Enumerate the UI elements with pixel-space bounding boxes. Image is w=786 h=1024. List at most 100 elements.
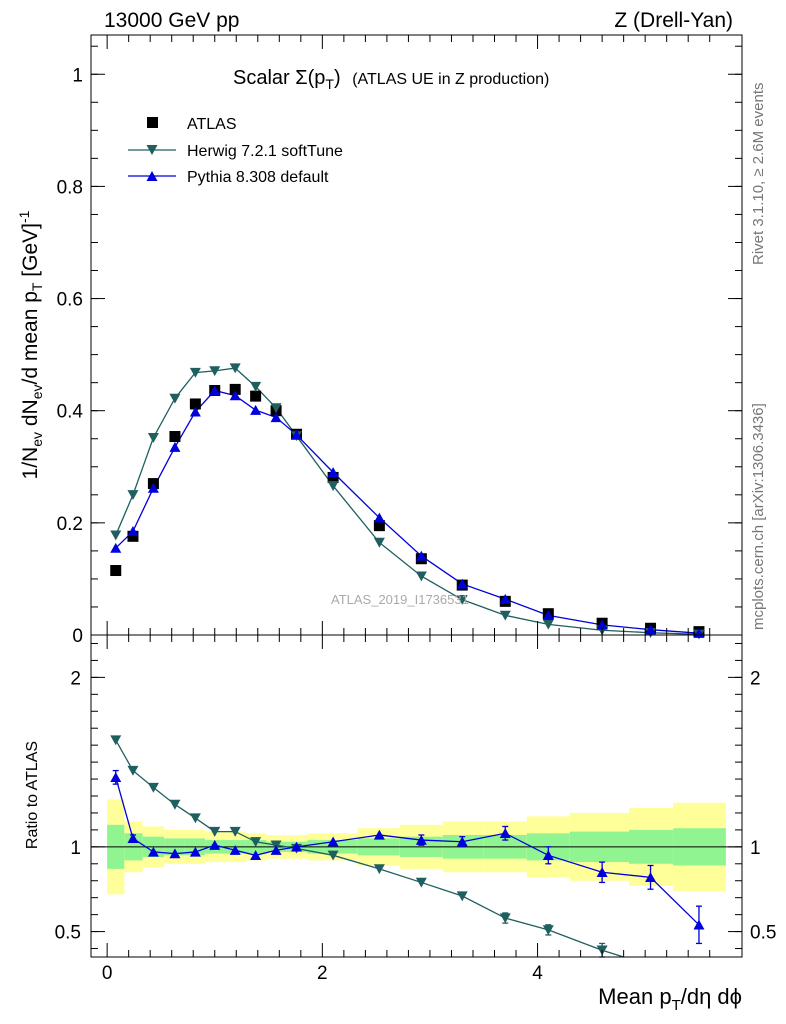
- ratio-point-pythia: [499, 828, 511, 838]
- data-point-herwig: [327, 481, 339, 492]
- ratio-point-pythia: [189, 846, 201, 857]
- data-point-pythia: [169, 441, 181, 452]
- legend: ATLAS Herwig 7.2.1 softTune Pythia 8.308…: [128, 116, 343, 186]
- data-point-pythia: [596, 619, 608, 630]
- ratio-point-pythia: [373, 829, 385, 840]
- ratio-point-pythia: [291, 841, 303, 852]
- data-point-atlas: [189, 398, 201, 410]
- main-y-tick-label: 0.6: [57, 290, 83, 311]
- data-point-pythia: [456, 578, 468, 589]
- data-point-pythia: [127, 526, 139, 536]
- ratio-point-herwig: [147, 782, 159, 793]
- ratio-point-herwig: [169, 799, 181, 810]
- x-axis-label: Mean pT/dη dϕ: [598, 984, 742, 1014]
- ratio-point-pythia: [327, 836, 339, 847]
- ratio-y-tick-label-right: 1: [750, 838, 761, 859]
- ratio-point-herwig: [456, 891, 468, 902]
- data-point-herwig: [229, 363, 241, 374]
- data-point-pythia: [291, 429, 303, 440]
- data-point-pythia: [250, 404, 262, 415]
- data-point-atlas: [127, 530, 139, 542]
- ratio-point-herwig: [250, 837, 262, 847]
- analysis-watermark: ATLAS_2019_I1736531: [331, 592, 469, 607]
- data-point-herwig: [499, 610, 511, 621]
- x-tick-label: 4: [532, 963, 543, 984]
- ratio-point-pythia: [229, 845, 241, 855]
- ratio-y-tick-label: 0.5: [55, 923, 81, 944]
- ratio-point-pythia: [209, 839, 221, 850]
- data-point-pythia: [270, 412, 282, 423]
- ratio-point-herwig: [373, 864, 385, 875]
- data-point-herwig: [110, 530, 122, 541]
- data-point-pythia: [499, 593, 511, 604]
- data-point-herwig: [147, 432, 159, 443]
- ratio-y-axis-label: Ratio to ATLAS: [24, 741, 41, 849]
- mcplots-reference-label: mcplots.cern.ch [arXiv:1306.3436]: [750, 403, 767, 630]
- data-point-pythia: [645, 624, 657, 635]
- ratio-y-tick-label-right: 0.5: [750, 923, 776, 944]
- main-y-tick-label: 0: [72, 626, 83, 647]
- ratio-point-pythia: [645, 872, 657, 883]
- data-point-herwig: [209, 366, 221, 377]
- data-point-atlas: [110, 565, 122, 577]
- legend-label-herwig: Herwig 7.2.1 softTune: [187, 143, 343, 160]
- data-point-herwig: [127, 490, 139, 501]
- ratio-point-pythia: [147, 846, 159, 857]
- data-point-atlas: [327, 471, 339, 483]
- ratio-y-tick-label: 2: [70, 668, 81, 689]
- data-point-atlas: [373, 520, 385, 532]
- ratio-point-herwig: [110, 735, 122, 746]
- ratio-y-tick-label-right: 2: [750, 668, 761, 689]
- legend-label-atlas: ATLAS: [187, 116, 237, 133]
- ratio-point-pythia: [415, 834, 427, 845]
- main-title: Scalar Σ(pT) (ATLAS UE in Z production): [233, 67, 549, 92]
- data-point-pythia: [189, 406, 201, 417]
- ratio-point-pythia: [110, 772, 122, 783]
- data-point-herwig: [456, 594, 468, 605]
- main-y-tick-label: 0.2: [57, 514, 83, 535]
- data-point-pythia: [209, 385, 221, 396]
- data-point-herwig: [373, 537, 385, 548]
- data-point-pythia: [373, 512, 385, 523]
- legend-entry-pythia: Pythia 8.308 default: [128, 169, 329, 186]
- data-point-herwig: [189, 367, 201, 378]
- main-axes: 0 0.2 0.4 0.6 0.8 1: [57, 35, 742, 647]
- data-point-pythia: [415, 550, 427, 561]
- x-tick-label: 0: [102, 963, 113, 984]
- ratio-marks: [110, 735, 705, 958]
- ratio-point-herwig: [499, 913, 511, 924]
- rivet-version-label: Rivet 3.1.10, ≥ 2.6M events: [750, 83, 767, 266]
- x-tick-label: 2: [317, 963, 328, 984]
- ratio-point-pythia: [456, 836, 468, 847]
- data-point-herwig: [542, 619, 554, 630]
- main-panel: 0 0.2 0.4 0.6 0.8 1 Scalar Σ(pT) (ATLAS UE in…: [16, 34, 743, 647]
- data-point-pythia: [147, 482, 159, 493]
- data-point-pythia: [110, 542, 122, 553]
- legend-entry-atlas: ATLAS: [147, 116, 237, 133]
- main-marks: [110, 363, 705, 640]
- ratio-point-herwig: [327, 850, 339, 861]
- data-point-pythia: [229, 390, 241, 401]
- main-y-tick-label: 0.8: [57, 177, 83, 198]
- ratio-point-pythia: [250, 850, 262, 860]
- data-point-herwig: [270, 403, 282, 414]
- legend-entry-herwig: Herwig 7.2.1 softTune: [128, 143, 343, 160]
- ratio-point-pythia: [169, 848, 181, 859]
- data-point-herwig: [169, 393, 181, 404]
- data-point-pythia: [327, 467, 339, 478]
- main-y-axis-label: 1/Nev dNev/d mean pT [GeV]-1: [16, 210, 45, 479]
- data-point-pythia: [542, 610, 554, 621]
- legend-label-pythia: Pythia 8.308 default: [187, 169, 329, 186]
- header-process-label: Z (Drell-Yan): [614, 9, 733, 32]
- data-point-atlas: [229, 383, 241, 395]
- header-collision-label: 13000 GeV pp: [104, 9, 239, 32]
- ratio-point-pythia: [542, 850, 554, 860]
- ratio-point-pythia: [270, 845, 282, 855]
- ratio-point-pythia: [693, 919, 705, 930]
- data-point-atlas: [250, 390, 262, 402]
- ratio-point-pythia: [127, 833, 139, 844]
- legend-marker-atlas: [147, 117, 158, 128]
- main-y-tick-label: 1: [72, 65, 83, 86]
- legend-marker-pythia: [146, 171, 158, 181]
